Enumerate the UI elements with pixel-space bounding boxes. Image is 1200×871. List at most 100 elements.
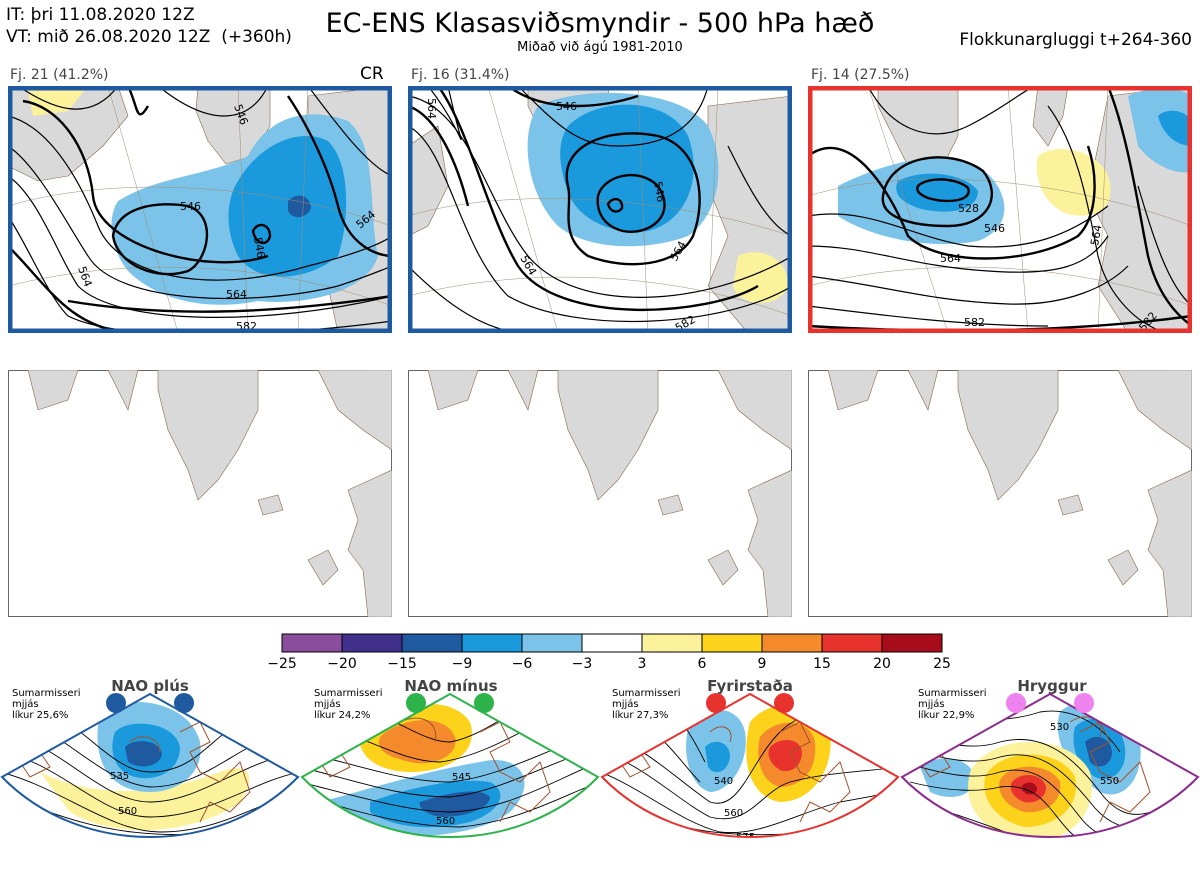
colorbar-tick-label: −25 [267, 656, 297, 672]
colorbar-cell [461, 633, 523, 653]
regime-indicator-dot [174, 693, 194, 713]
colorbar-tick-label: −20 [327, 656, 357, 672]
regime-frame [900, 692, 1200, 838]
colorbar-cell [281, 633, 343, 653]
regime-3-info: Sumarmisseri mjjás líkur 27,3% [612, 688, 680, 721]
regime-2-info: Sumarmisseri mjjás líkur 24,2% [314, 688, 382, 721]
contour-label: 546 [251, 236, 267, 259]
contour-label: 564 [940, 252, 961, 265]
header-run-info: IT: þri 11.08.2020 12Z VT: mið 26.08.202… [6, 4, 292, 48]
valid-time: VT: mið 26.08.2020 12Z (+360h) [6, 27, 292, 47]
contour-label: 575 [736, 832, 755, 843]
regime-indicator-dot [406, 693, 426, 713]
colorbar-cell [341, 633, 403, 653]
colorbar-tick-label: −9 [451, 656, 473, 672]
contour-label: 575 [448, 850, 467, 861]
cluster-1-frame [8, 86, 392, 333]
contour-label: 575 [1092, 836, 1111, 847]
contour-label: 535 [110, 771, 129, 782]
probability-label: líkur 27,3% [612, 710, 669, 721]
colorbar-cell [701, 633, 763, 653]
regime-2-map[interactable]: 545 560 575 [300, 692, 600, 871]
cluster-2-frame [408, 86, 792, 333]
regime-indicator-dot [106, 693, 126, 713]
cr-label: CR [360, 64, 384, 84]
season-label: Sumarmisseri [612, 688, 681, 699]
empty-map-3[interactable] [808, 370, 1192, 617]
contour-label: 560 [118, 806, 137, 817]
cluster-3-label: Fj. 14 (27.5%) [811, 67, 910, 83]
regime-indicator-dot [706, 693, 726, 713]
contour-label: 546 [180, 200, 201, 213]
probability-label: líkur 22,9% [918, 710, 975, 721]
regime-frame [0, 692, 300, 838]
regime-1-map[interactable]: 535 560 [0, 692, 300, 871]
regime-3-title: Fyrirstaða [707, 677, 793, 695]
months-label: mjjás [918, 699, 945, 710]
contour-label: 564 [1088, 224, 1104, 247]
regime-1-info: Sumarmisseri mjjás líkur 25,6% [12, 688, 80, 721]
colorbar-cell [401, 633, 463, 653]
regime-2-title: NAO mínus [404, 677, 498, 695]
months-label: mjjás [12, 699, 39, 710]
regime-indicator-dot [1074, 693, 1094, 713]
page-title: EC-ENS Klasasviðsmyndir - 500 hPa hæð [325, 8, 875, 39]
colorbar-cell [821, 633, 883, 653]
regime-4-title: Hryggur [1017, 677, 1087, 695]
contour-label: 560 [724, 808, 743, 819]
season-label: Sumarmisseri [12, 688, 81, 699]
season-label: Sumarmisseri [918, 688, 987, 699]
regime-2-contour-labels: 545 560 575 [436, 772, 471, 861]
months-label: mjjás [314, 699, 341, 710]
contour-label: 560 [436, 816, 455, 827]
cluster-3-frame [808, 86, 1192, 333]
colorbar-cell [761, 633, 823, 653]
regime-indicator-dot [1006, 693, 1026, 713]
regime-3-map[interactable]: 540 560 575 [600, 692, 900, 871]
regime-indicator-dot [474, 693, 494, 713]
colorbar-cell [641, 633, 703, 653]
colorbar-tick-label: 6 [697, 656, 707, 672]
regime-3-contour-labels: 540 560 575 [714, 776, 755, 843]
probability-label: líkur 25,6% [12, 710, 69, 721]
regime-indicator-dot [774, 693, 794, 713]
regime-frame [300, 692, 600, 838]
regime-1-title: NAO plús [111, 677, 189, 695]
contour-label: 564 [425, 98, 438, 119]
contour-label: 546 [984, 222, 1005, 235]
colorbar-cell [521, 633, 583, 653]
colorbar-tick-label: −3 [571, 656, 593, 672]
probability-label: líkur 24,2% [314, 710, 371, 721]
months-label: mjjás [612, 699, 639, 710]
page-subtitle: Miðað við ágú 1981-2010 [517, 40, 683, 55]
cluster-1-map[interactable]: 546 564 564 546 564 582 546 [8, 86, 392, 333]
colorbar [281, 633, 943, 653]
cluster-2-map[interactable]: 546 546 564 564 582 564 [408, 86, 792, 333]
contour-label: 546 [556, 100, 577, 113]
regime-4-map[interactable]: 530 550 575 [900, 692, 1200, 871]
colorbar-tick-label: −6 [511, 656, 533, 672]
colorbar-cell [581, 633, 643, 653]
classification-window: Flokkunargluggi t+264-360 [959, 30, 1192, 50]
regime-frame [600, 692, 900, 838]
cluster-2-label: Fj. 16 (31.4%) [411, 67, 510, 83]
colorbar-tick-label: 9 [757, 656, 767, 672]
colorbar-tick-label: 20 [873, 656, 891, 672]
colorbar-tick-label: 3 [637, 656, 647, 672]
colorbar-cell [881, 633, 943, 653]
colorbar-tick-label: 15 [813, 656, 831, 672]
contour-label: 545 [452, 772, 471, 783]
cluster-3-map[interactable]: 528 546 564 582 564 582 [808, 86, 1192, 333]
empty-map-2[interactable] [408, 370, 792, 617]
colorbar-tick-label: −15 [387, 656, 417, 672]
contour-label: 564 [226, 288, 247, 301]
contour-label: 530 [1050, 722, 1069, 733]
contour-label: 540 [714, 776, 733, 787]
season-label: Sumarmisseri [314, 688, 383, 699]
contour-label: 582 [964, 316, 985, 329]
contour-label: 528 [958, 202, 979, 215]
regime-4-info: Sumarmisseri mjjás líkur 22,9% [918, 688, 986, 721]
init-time: IT: þri 11.08.2020 12Z [6, 5, 195, 25]
contour-label: 550 [1100, 776, 1119, 787]
empty-map-1[interactable] [8, 370, 392, 617]
